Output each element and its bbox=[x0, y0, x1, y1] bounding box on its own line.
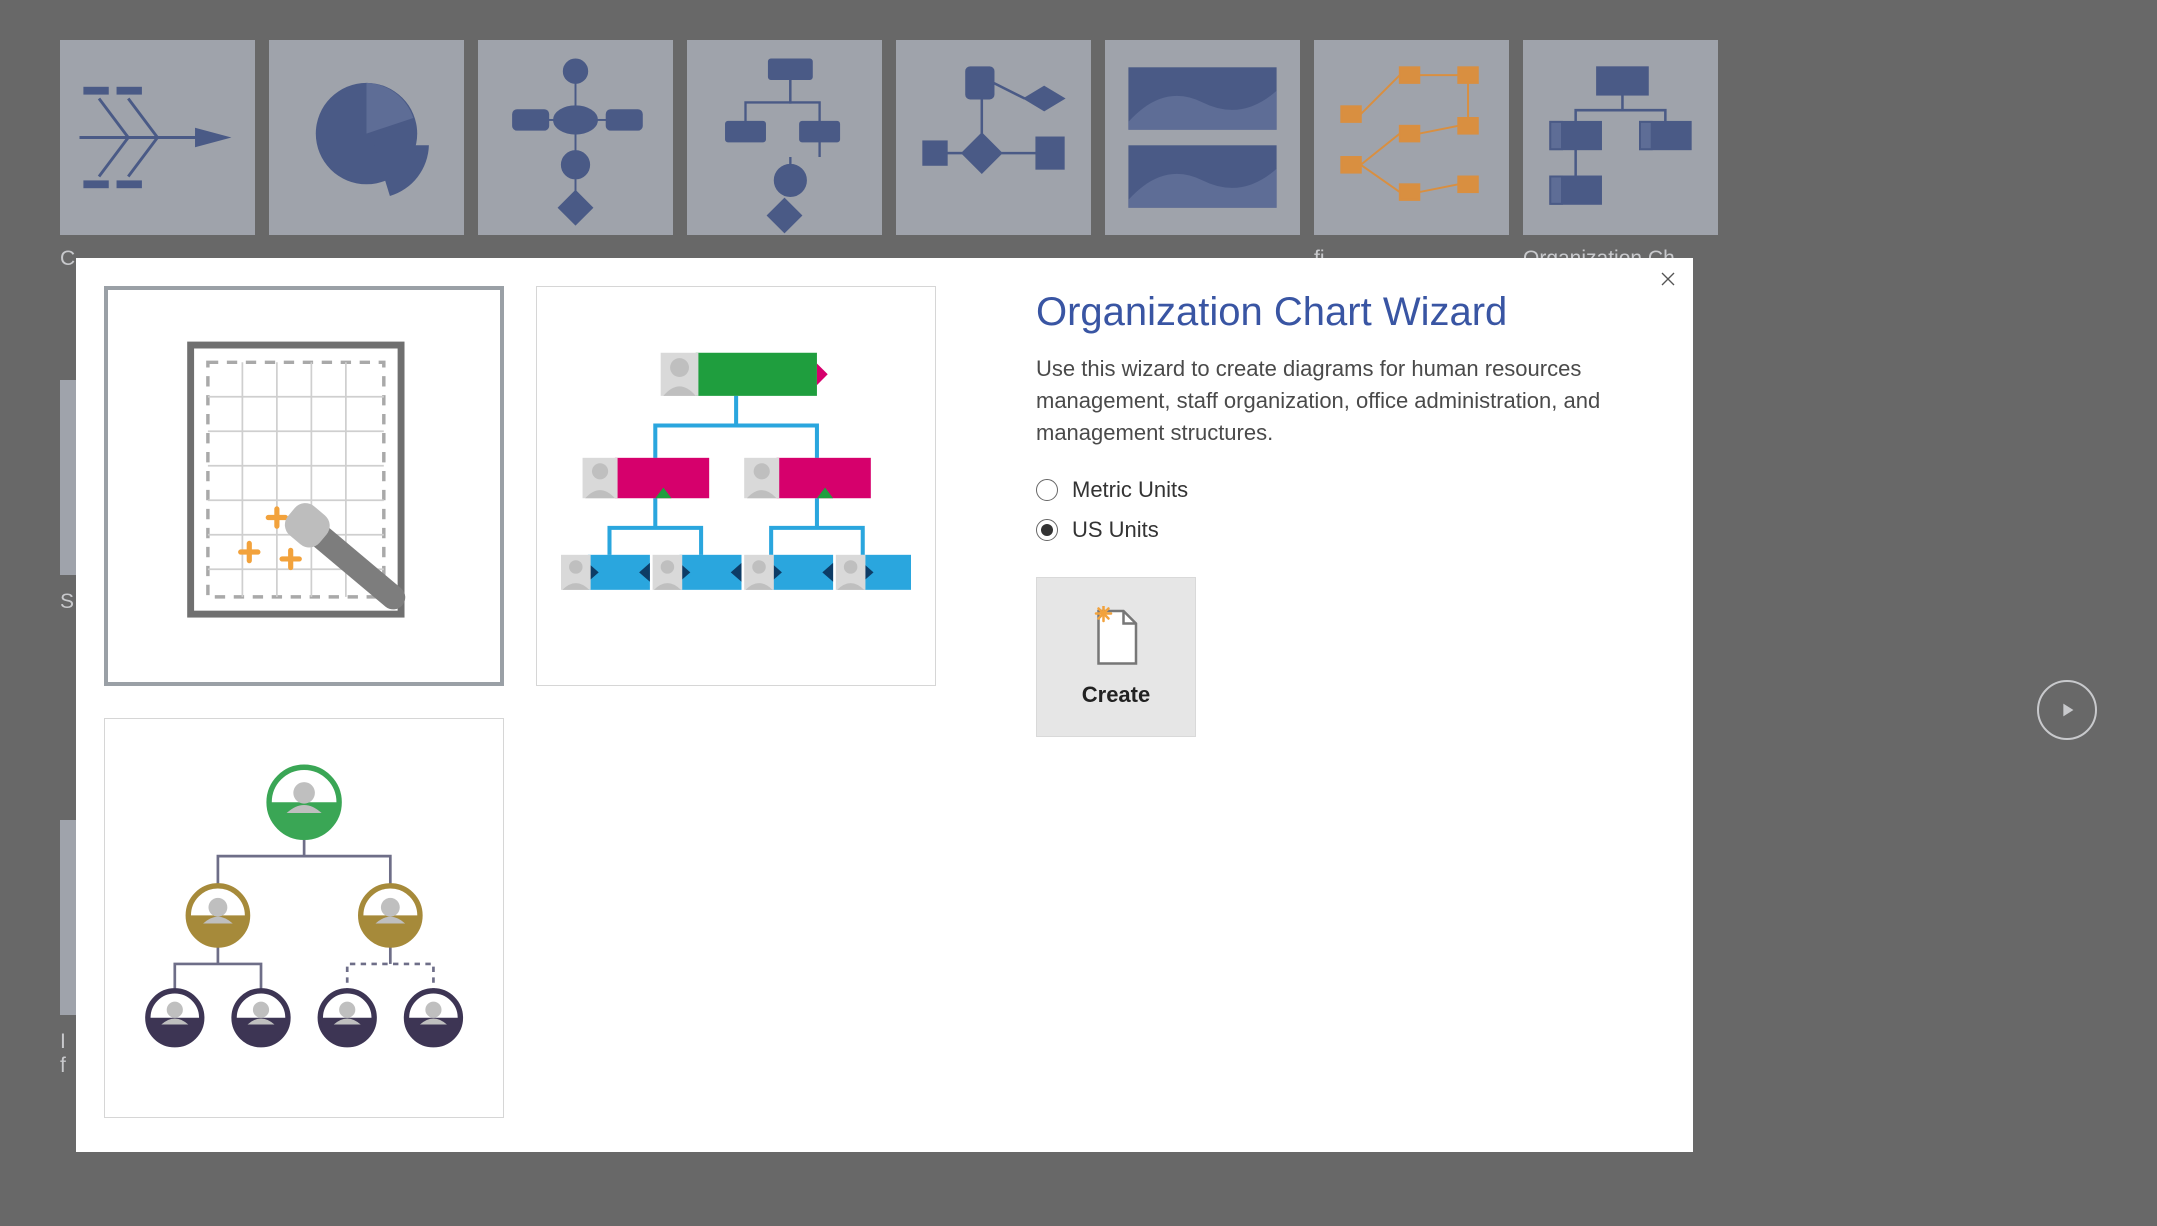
bg-template-tile bbox=[896, 40, 1091, 271]
bg-template-tile bbox=[1105, 40, 1300, 271]
bg-template-label-row3-line2: f bbox=[60, 1054, 66, 1078]
theme-options-panel bbox=[104, 286, 984, 1118]
units-radio-us-label: US Units bbox=[1072, 517, 1159, 543]
bg-template-label-row3: I f bbox=[60, 1030, 66, 1078]
bg-template-label-row3-line1: I bbox=[60, 1030, 66, 1054]
bg-template-thumb-fishbone bbox=[60, 40, 255, 235]
wizard-info-panel: Organization Chart Wizard Use this wizar… bbox=[1036, 290, 1656, 737]
bg-template-thumb-process bbox=[896, 40, 1091, 235]
bg-template-tile bbox=[269, 40, 464, 271]
bg-template-tile bbox=[687, 40, 882, 271]
bg-template-thumb-flow1 bbox=[478, 40, 673, 235]
bg-template-tile: C bbox=[60, 40, 255, 271]
bg-template-tile: fi... bbox=[1314, 40, 1509, 271]
new-document-icon bbox=[1090, 606, 1142, 666]
bg-template-tile bbox=[478, 40, 673, 271]
bg-template-thumb-pie bbox=[269, 40, 464, 235]
bg-template-thumb-orgchart bbox=[1523, 40, 1718, 235]
create-button[interactable]: Create bbox=[1036, 577, 1196, 737]
bg-template-thumb-charts bbox=[1105, 40, 1300, 235]
units-radio-metric-label: Metric Units bbox=[1072, 477, 1188, 503]
close-icon bbox=[1660, 271, 1676, 287]
theme-option-pills[interactable] bbox=[104, 718, 504, 1118]
bg-template-thumb-network bbox=[1314, 40, 1509, 235]
play-icon bbox=[2056, 699, 2078, 721]
template-gallery-background: C bbox=[60, 40, 1718, 271]
units-radio-us[interactable]: US Units bbox=[1036, 517, 1656, 543]
wizard-title: Organization Chart Wizard bbox=[1036, 290, 1656, 335]
theme-option-blocks[interactable] bbox=[536, 286, 936, 686]
bg-template-thumb-flow2 bbox=[687, 40, 882, 235]
bg-template-tile: Organization Ch... bbox=[1523, 40, 1718, 271]
units-radio-metric[interactable]: Metric Units bbox=[1036, 477, 1656, 503]
org-blocks-icon bbox=[561, 311, 911, 661]
template-wizard-dialog: Organization Chart Wizard Use this wizar… bbox=[76, 258, 1693, 1152]
close-button[interactable] bbox=[1655, 266, 1681, 292]
theme-option-blank-wizard[interactable] bbox=[104, 286, 504, 686]
bg-template-label-row2: S bbox=[60, 590, 74, 614]
create-button-label: Create bbox=[1082, 682, 1150, 708]
org-pills-icon bbox=[129, 743, 479, 1093]
blank-wizard-icon bbox=[132, 314, 477, 659]
radio-icon bbox=[1036, 519, 1058, 541]
wizard-description: Use this wizard to create diagrams for h… bbox=[1036, 353, 1656, 449]
scroll-next-button[interactable] bbox=[2037, 680, 2097, 740]
radio-icon bbox=[1036, 479, 1058, 501]
